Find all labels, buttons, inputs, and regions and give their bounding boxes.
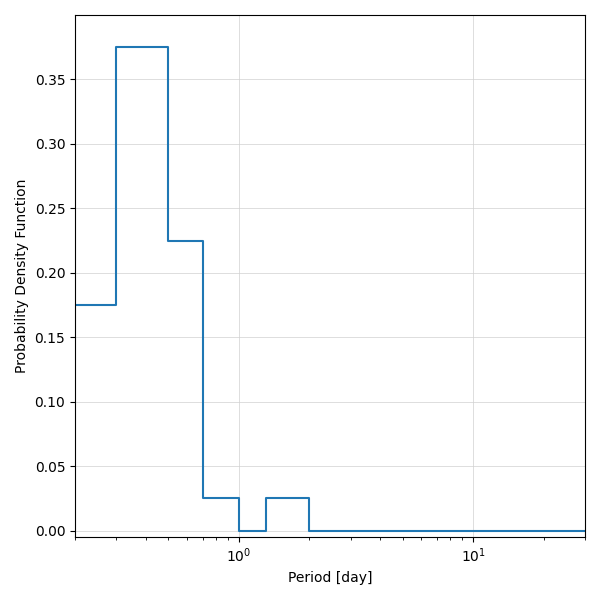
Y-axis label: Probability Density Function: Probability Density Function [15, 179, 29, 373]
X-axis label: Period [day]: Period [day] [288, 571, 372, 585]
